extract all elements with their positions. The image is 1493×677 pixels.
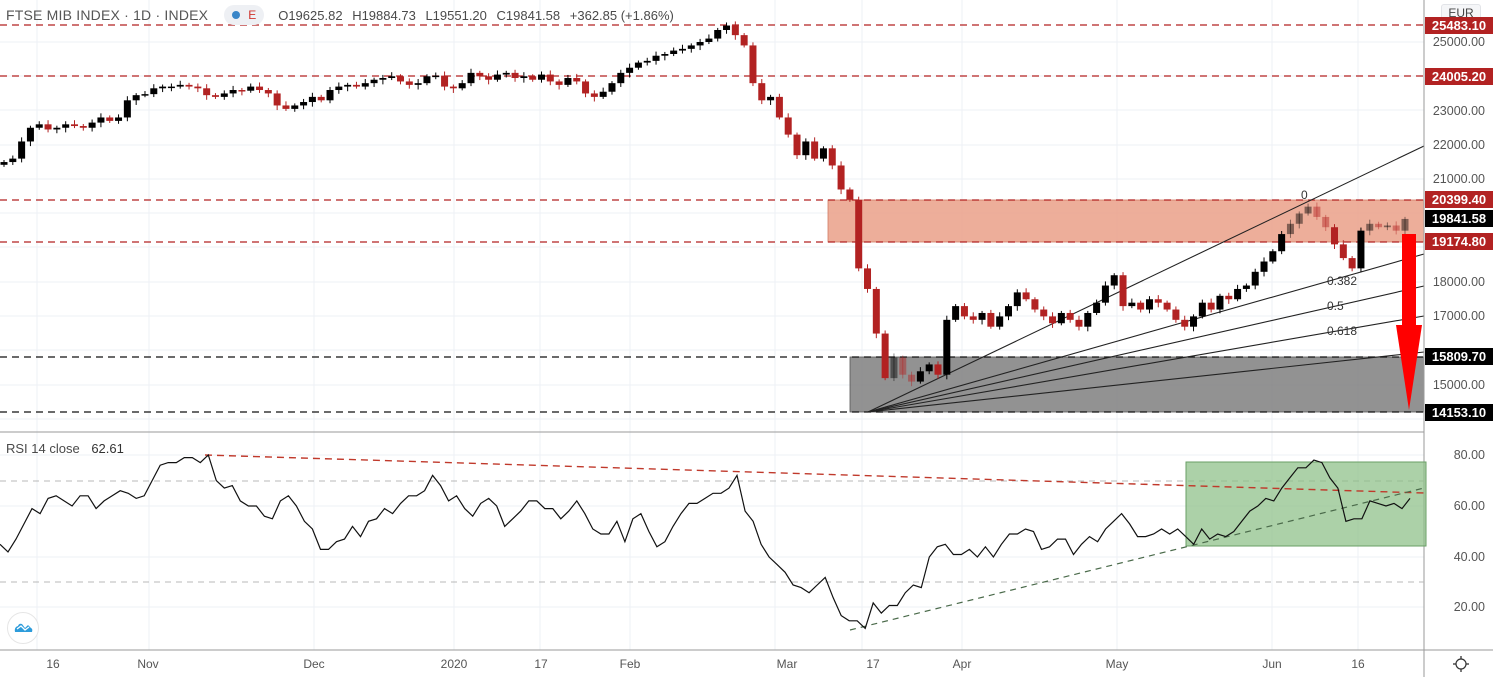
time-label: Feb — [619, 657, 641, 671]
rsi-legend[interactable]: RSI 14 close 62.61 — [6, 441, 124, 456]
rsi-line — [0, 453, 1411, 630]
level-label-14153: 14153.10 — [1425, 404, 1493, 421]
settings-gear-icon[interactable] — [1452, 655, 1470, 673]
level-label-25483: 25483.10 — [1425, 17, 1493, 34]
low-value: L19551.20 — [425, 7, 487, 23]
time-label: Jun — [1262, 657, 1282, 671]
rsi-highlight-zone — [1185, 461, 1427, 547]
cloud-chart-icon — [14, 623, 33, 632]
ohlc-values: O19625.82 H19884.73 L19551.20 C19841.58 … — [278, 8, 680, 23]
high-value: H19884.73 — [352, 7, 416, 23]
price-tick: 18000.00 — [1432, 275, 1485, 289]
price-tick: 25000.00 — [1432, 35, 1485, 49]
level-label-20399: 20399.40 — [1425, 191, 1493, 208]
symbol-title: FTSE MIB INDEX · 1D · INDEX — [6, 7, 209, 23]
level-label-24005: 24005.20 — [1425, 68, 1493, 85]
time-label: 17 — [866, 657, 880, 671]
rsi-tick: 40.00 — [1453, 550, 1485, 564]
price-grid — [0, 0, 1424, 650]
level-lines — [0, 24, 1424, 413]
time-label: 2020 — [440, 657, 468, 671]
time-label: Dec — [303, 657, 325, 671]
market-status-icon — [232, 11, 241, 19]
rsi-label: RSI 14 close — [6, 441, 80, 456]
close-value: C19841.58 — [496, 7, 561, 23]
time-label: Mar — [776, 657, 798, 671]
open-value: O19625.82 — [278, 7, 343, 23]
fib-label-0: 0 — [1301, 188, 1308, 202]
rsi-tick: 80.00 — [1453, 448, 1485, 462]
rsi-tick: 20.00 — [1453, 600, 1485, 614]
fib-fan — [867, 145, 1425, 413]
rsi-tick: 60.00 — [1453, 499, 1485, 513]
time-label: 16 — [1351, 657, 1365, 671]
time-label: 16 — [46, 657, 60, 671]
level-label-19174: 19174.80 — [1425, 233, 1493, 250]
last-price-label: 19841.58 — [1425, 210, 1493, 227]
earnings-badge: E — [248, 8, 257, 22]
price-tick: 23000.00 — [1432, 104, 1485, 118]
time-label: 17 — [534, 657, 548, 671]
price-tick: 15000.00 — [1432, 378, 1485, 392]
fib-label-05: 0.5 — [1327, 299, 1344, 313]
fib-label-0618: 0.618 — [1327, 324, 1358, 338]
time-label: Nov — [137, 657, 159, 671]
resistance-zone — [827, 199, 1425, 243]
rsi-value: 62.61 — [91, 441, 124, 456]
rsi-ascending-trendline — [849, 487, 1425, 631]
price-tick: 21000.00 — [1432, 172, 1485, 186]
change-value: +362.85 (+1.86%) — [569, 7, 674, 23]
price-tick: 17000.00 — [1432, 309, 1485, 323]
bearish-projection-arrow — [1396, 234, 1422, 410]
candlestick-series — [0, 21, 1409, 387]
level-label-15809: 15809.70 — [1425, 348, 1493, 365]
time-label: Apr — [952, 657, 972, 671]
time-label: May — [1105, 657, 1129, 671]
price-tick: 22000.00 — [1432, 138, 1485, 152]
fib-label-0382: 0.382 — [1327, 274, 1358, 288]
tradingview-logo[interactable] — [7, 612, 39, 644]
status-pill[interactable]: E — [224, 5, 265, 25]
symbol-legend[interactable]: FTSE MIB INDEX · 1D · INDEX E O19625.82 … — [6, 5, 680, 25]
